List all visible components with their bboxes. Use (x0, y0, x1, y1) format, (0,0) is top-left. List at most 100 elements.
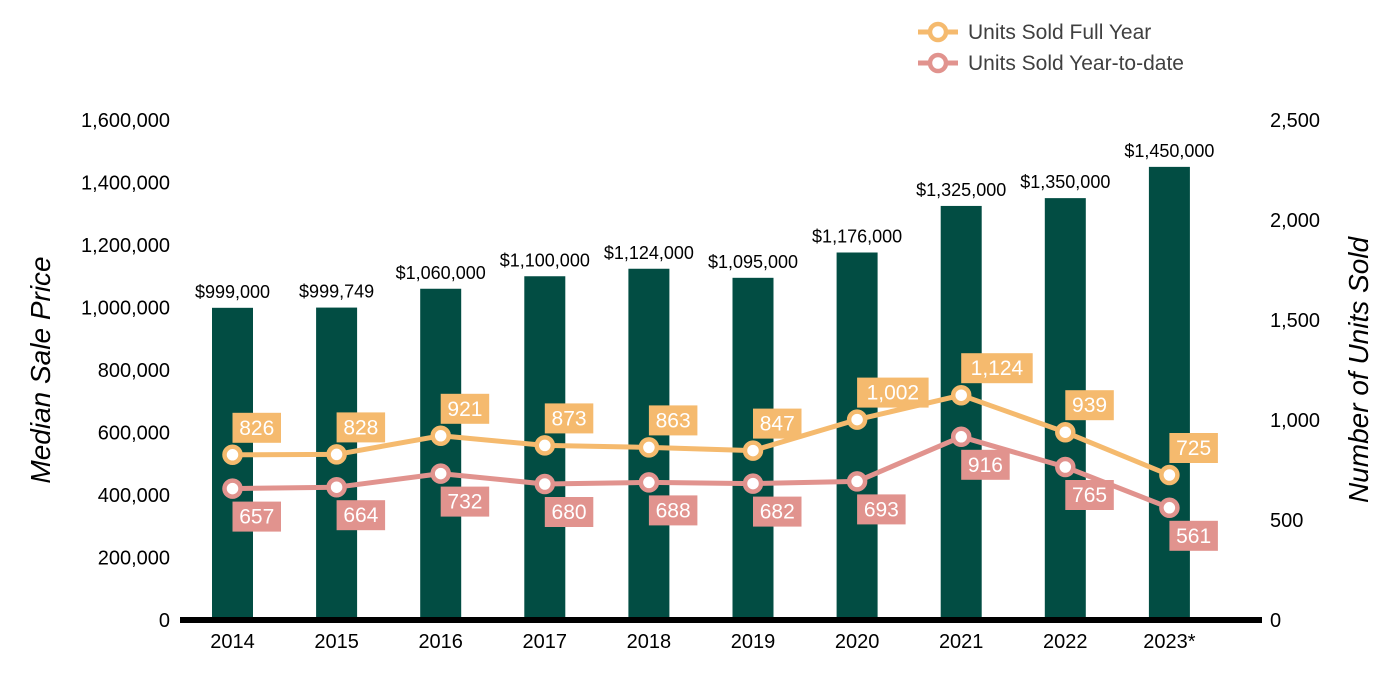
point-label-box (232, 412, 281, 443)
legend-label: Units Sold Full Year (968, 21, 1151, 44)
point-label-group: 828 (336, 412, 386, 443)
bar-value-label: $1,450,000 (1124, 141, 1214, 161)
x-axis-tick-label: 2015 (314, 631, 359, 653)
point-label-group: 1,002 (857, 377, 929, 408)
series-point (1159, 497, 1180, 519)
point-label-group: 682 (753, 496, 802, 527)
point-label-box (440, 486, 490, 517)
point-label-box (1065, 390, 1114, 421)
x-axis-tick-label: 2014 (210, 631, 255, 653)
left-axis-tick-label: 1,600,000 (81, 110, 170, 132)
x-axis-tick-label: 2016 (418, 631, 463, 653)
point-label-box (857, 494, 906, 525)
right-axis-tick-label: 1,000 (1270, 410, 1320, 432)
point-label-box (961, 353, 1033, 384)
series-point (534, 473, 556, 495)
bar (420, 288, 462, 620)
bar-value-label: $1,325,000 (916, 180, 1006, 200)
point-label-box (648, 495, 698, 526)
point-label-group: 847 (753, 408, 802, 439)
point-value-label: 680 (552, 501, 587, 524)
point-value-label: 921 (447, 398, 482, 421)
series-line (232, 434, 1171, 511)
point-value-label: 682 (760, 501, 795, 524)
left-axis-tick-label: 0 (159, 610, 170, 632)
point-label-box (648, 405, 698, 436)
series-point (1055, 456, 1076, 478)
x-axis-tick-label: 2021 (939, 631, 984, 653)
point-label-group: 688 (648, 495, 698, 526)
point-label-group: 921 (440, 393, 490, 424)
right-axis-title: Number of Units Sold (1343, 236, 1374, 504)
right-axis-tick-label: 0 (1270, 610, 1281, 632)
point-label-box (753, 408, 802, 439)
point-value-label: 828 (343, 416, 378, 439)
bar-value-label: $999,000 (195, 282, 270, 302)
right-axis-tick-label: 500 (1270, 510, 1303, 532)
x-axis: 2014 2015 2016 2017 2018 2019 2020 2021 2022 2023… (210, 631, 1196, 653)
point-label-box (857, 377, 929, 408)
right-axis: 0 500 1,000 1,500 2,000 2,500 (1270, 110, 1320, 632)
point-label-group: 561 (1169, 520, 1218, 551)
bar (940, 205, 982, 620)
bar (836, 252, 878, 620)
point-label-box (1169, 520, 1218, 551)
point-label-group: 1,124 (961, 353, 1033, 384)
point-value-label: 1,002 (867, 382, 920, 405)
x-axis-tick-label: 2020 (835, 631, 880, 653)
series-point (326, 444, 347, 465)
point-label-box (544, 497, 594, 527)
series-point (846, 471, 868, 492)
point-value-label: 765 (1072, 484, 1107, 507)
point-label-box (336, 500, 386, 531)
point-value-label: 664 (343, 504, 378, 527)
series-point (742, 473, 764, 494)
x-axis-tick-label: 2018 (627, 631, 672, 653)
bar-value-label: $999,749 (299, 282, 374, 302)
point-label-group: 657 (232, 501, 281, 532)
point-value-label: 561 (1176, 525, 1211, 548)
lines: 826 828 921 873 863 847 1,002 1,124 939 725 657 664… (222, 353, 1218, 551)
left-axis-tick-label: 800,000 (98, 360, 170, 382)
series-point (1055, 421, 1076, 443)
bar (1148, 166, 1190, 620)
point-label-box (544, 403, 594, 434)
left-axis-tick-label: 1,000,000 (81, 298, 170, 320)
left-axis-tick-label: 1,200,000 (81, 235, 170, 257)
point-label-group: 664 (336, 500, 386, 531)
series-point (846, 409, 868, 430)
bar-value-label: $1,350,000 (1020, 172, 1110, 192)
right-axis-tick-label: 2,500 (1270, 110, 1320, 132)
point-value-label: 732 (447, 491, 482, 514)
series-point (950, 426, 972, 448)
left-axis-tick-label: 400,000 (98, 485, 170, 507)
point-label-group: 765 (1065, 480, 1114, 510)
legend-marker (927, 52, 949, 74)
legend: Units Sold Full Year Units Sold Year-to-d… (918, 21, 1184, 75)
point-value-label: 725 (1176, 437, 1211, 460)
left-axis-tick-label: 200,000 (98, 548, 170, 570)
x-axis-tick-label: 2017 (523, 631, 568, 653)
series-point (638, 472, 660, 493)
series-point (1159, 464, 1180, 486)
point-value-label: 939 (1072, 394, 1107, 417)
point-label-box (440, 393, 490, 424)
legend-label: Units Sold Year-to-date (968, 52, 1184, 75)
bar-value-label: $1,124,000 (604, 243, 694, 263)
point-value-label: 916 (968, 454, 1003, 477)
right-axis-tick-label: 1,500 (1270, 310, 1320, 332)
point-label-box (232, 501, 281, 532)
series-point (950, 384, 972, 406)
point-value-label: 826 (239, 417, 274, 440)
point-label-box (753, 496, 802, 527)
point-label-group: 826 (232, 412, 281, 443)
right-axis-tick-label: 2,000 (1270, 210, 1320, 232)
legend-marker (927, 21, 949, 43)
left-axis-tick-label: 600,000 (98, 423, 170, 445)
point-value-label: 847 (760, 413, 795, 436)
x-axis-tick-label: 2023* (1143, 631, 1195, 653)
series-point (430, 463, 451, 484)
point-label-group: 732 (440, 486, 490, 517)
point-value-label: 693 (864, 498, 899, 521)
point-label-group: 680 (544, 497, 594, 527)
